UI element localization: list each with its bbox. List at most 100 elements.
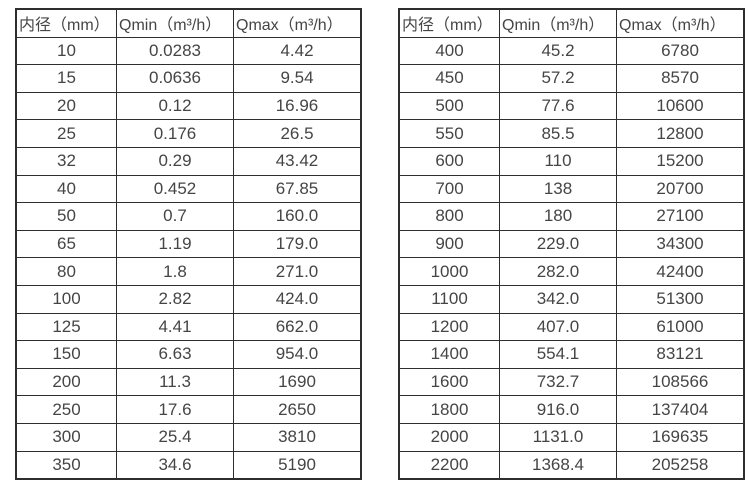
table-cell: 1.8 — [116, 257, 234, 286]
header-cell-qmax: Qmax（m³/h） — [233, 8, 362, 38]
table-row: 1100 342.0 51300 — [398, 284, 745, 314]
table-cell: 65 — [15, 229, 117, 259]
table-cell: 180 — [499, 202, 617, 231]
table-cell: 25.4 — [116, 422, 234, 452]
table-cell: 100 — [15, 284, 117, 314]
table-row: 150 6.63 954.0 — [15, 340, 362, 369]
table-row: 900 229.0 34300 — [398, 229, 745, 259]
table-cell: 138 — [499, 174, 617, 204]
table-cell: 954.0 — [233, 340, 362, 369]
table-row: 15 0.0636 9.54 — [15, 64, 362, 93]
table-row: 450 57.2 8570 — [398, 64, 745, 93]
table-cell: 45.2 — [499, 36, 617, 66]
table-row: 1000 282.0 42400 — [398, 257, 745, 286]
table-cell: 700 — [398, 174, 500, 204]
table-cell: 10600 — [616, 91, 745, 121]
table-cell: 10 — [15, 36, 117, 66]
table-cell: 500 — [398, 91, 500, 121]
table-cell: 424.0 — [233, 284, 362, 314]
table-row: 125 4.41 662.0 — [15, 312, 362, 342]
table-cell: 8570 — [616, 64, 745, 93]
table-cell: 1200 — [398, 312, 500, 342]
table-cell: 900 — [398, 229, 500, 259]
table-cell: 1690 — [233, 367, 362, 397]
table-row: 700 138 20700 — [398, 174, 745, 204]
table-cell: 32 — [15, 146, 117, 176]
table-cell: 17.6 — [116, 395, 234, 424]
table-cell: 20 — [15, 91, 117, 121]
table-cell: 16.96 — [233, 91, 362, 121]
table-row: 2200 1368.4 205258 — [398, 450, 745, 480]
table-cell: 15 — [15, 64, 117, 93]
table-cell: 342.0 — [499, 284, 617, 314]
table-cell: 160.0 — [233, 202, 362, 231]
table-row: 600 110 15200 — [398, 146, 745, 176]
table-row: 1200 407.0 61000 — [398, 312, 745, 342]
table-cell: 600 — [398, 146, 500, 176]
table-cell: 169635 — [616, 422, 745, 452]
table-cell: 137404 — [616, 395, 745, 424]
table-body: 10 0.0283 4.42 15 0.0636 9.54 20 0.12 16.96 25 0.1… — [15, 36, 362, 480]
table-cell: 916.0 — [499, 395, 617, 424]
table-cell: 67.85 — [233, 174, 362, 204]
table-row: 2000 1131.0 169635 — [398, 422, 745, 452]
table-cell: 85.5 — [499, 119, 617, 148]
table-cell: 4.42 — [233, 36, 362, 66]
header-row: 内径（mm） Qmin（m³/h） Qmax（m³/h） — [15, 8, 362, 38]
table-cell: 26.5 — [233, 119, 362, 148]
table-cell: 4.41 — [116, 312, 234, 342]
table-cell: 282.0 — [499, 257, 617, 286]
table-cell: 5190 — [233, 450, 362, 480]
table-cell: 1131.0 — [499, 422, 617, 452]
table-cell: 0.7 — [116, 202, 234, 231]
table-cell: 229.0 — [499, 229, 617, 259]
table-cell: 57.2 — [499, 64, 617, 93]
table-header: 内径（mm） Qmin（m³/h） Qmax（m³/h） — [15, 8, 362, 38]
table-cell: 34.6 — [116, 450, 234, 480]
header-cell-diameter: 内径（mm） — [15, 8, 117, 38]
table-cell: 108566 — [616, 367, 745, 397]
table-cell: 205258 — [616, 450, 745, 480]
table-row: 40 0.452 67.85 — [15, 174, 362, 204]
table-cell: 407.0 — [499, 312, 617, 342]
table-row: 1600 732.7 108566 — [398, 367, 745, 397]
table-cell: 550 — [398, 119, 500, 148]
table-cell: 1400 — [398, 340, 500, 369]
table-cell: 34300 — [616, 229, 745, 259]
table-cell: 2.82 — [116, 284, 234, 314]
header-row: 内径（mm） Qmin（m³/h） Qmax（m³/h） — [398, 8, 745, 38]
table-cell: 40 — [15, 174, 117, 204]
table-cell: 12800 — [616, 119, 745, 148]
table-cell: 6.63 — [116, 340, 234, 369]
table-cell: 0.176 — [116, 119, 234, 148]
header-cell-diameter: 内径（mm） — [398, 8, 500, 38]
table-cell: 1100 — [398, 284, 500, 314]
table-cell: 20700 — [616, 174, 745, 204]
table-row: 100 2.82 424.0 — [15, 284, 362, 314]
table-cell: 25 — [15, 119, 117, 148]
table-row: 10 0.0283 4.42 — [15, 36, 362, 66]
table-cell: 0.29 — [116, 146, 234, 176]
table-cell: 0.452 — [116, 174, 234, 204]
table-cell: 125 — [15, 312, 117, 342]
table-row: 80 1.8 271.0 — [15, 257, 362, 286]
table-cell: 400 — [398, 36, 500, 66]
table-cell: 1600 — [398, 367, 500, 397]
table-body: 400 45.2 6780 450 57.2 8570 500 77.6 10600 550 85.… — [398, 36, 745, 480]
table-cell: 9.54 — [233, 64, 362, 93]
flow-spec-table-large-diameters: 内径（mm） Qmin（m³/h） Qmax（m³/h） 400 45.2 6780… — [398, 8, 745, 481]
header-cell-qmin: Qmin（m³/h） — [116, 8, 234, 38]
table-row: 500 77.6 10600 — [398, 91, 745, 121]
table-cell: 27100 — [616, 202, 745, 231]
table-cell: 150 — [15, 340, 117, 369]
table-row: 200 11.3 1690 — [15, 367, 362, 397]
table-row: 1400 554.1 83121 — [398, 340, 745, 369]
table-cell: 80 — [15, 257, 117, 286]
table-cell: 42400 — [616, 257, 745, 286]
table-cell: 11.3 — [116, 367, 234, 397]
table-cell: 77.6 — [499, 91, 617, 121]
table-row: 250 17.6 2650 — [15, 395, 362, 424]
table-cell: 200 — [15, 367, 117, 397]
flow-spec-table-small-diameters: 内径（mm） Qmin（m³/h） Qmax（m³/h） 10 0.0283 4.4… — [15, 8, 362, 481]
